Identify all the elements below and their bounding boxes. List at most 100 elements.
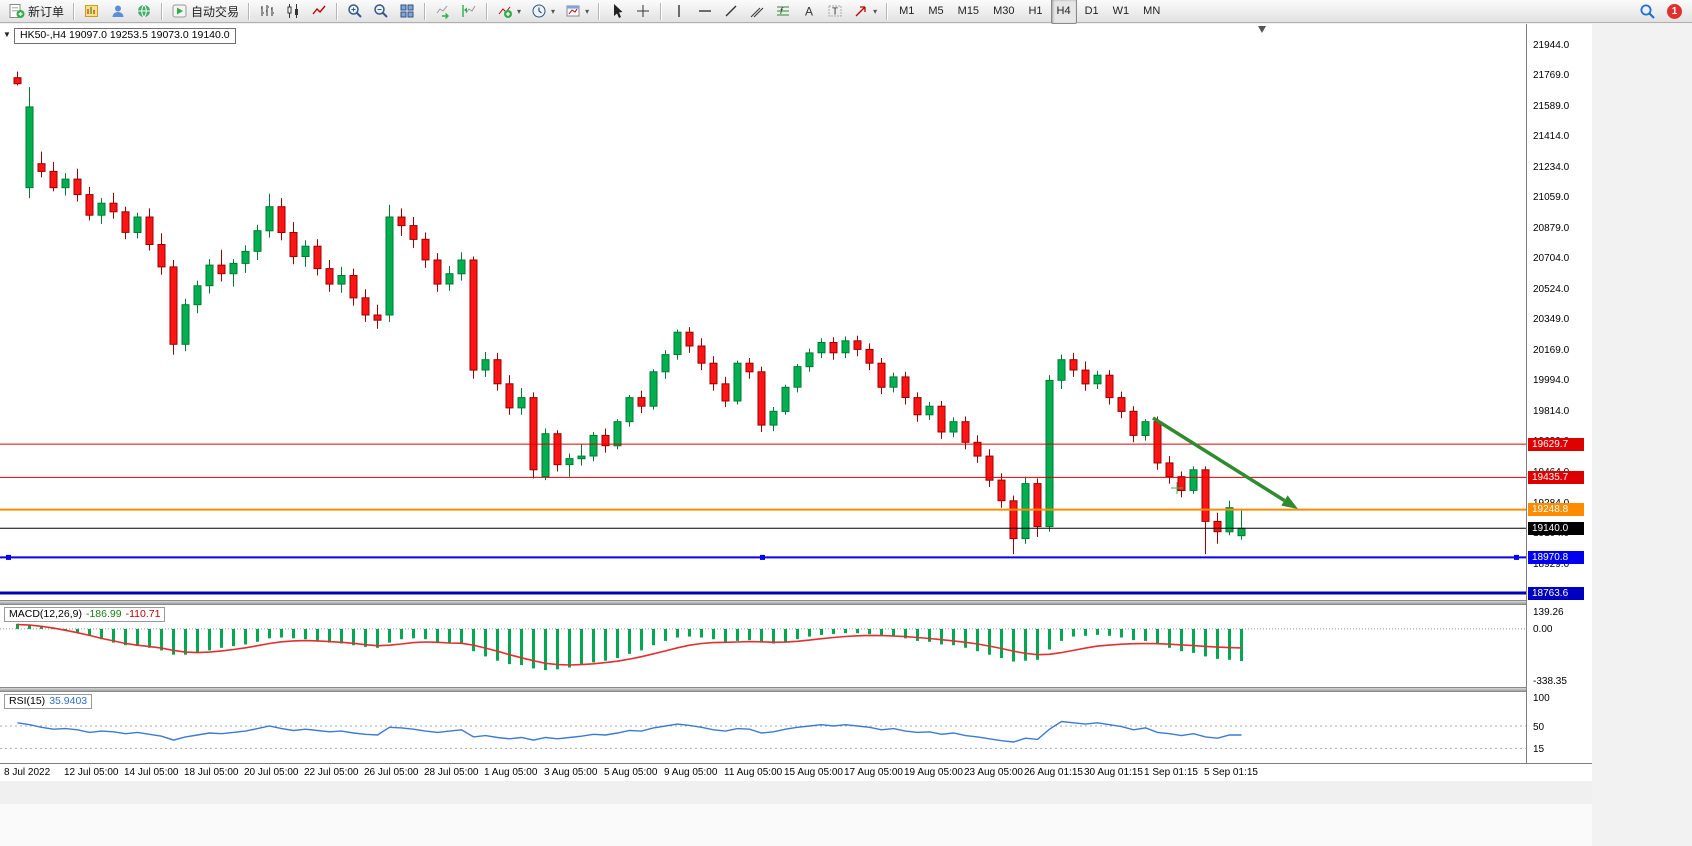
tf-d1-button-label: D1 [1084,5,1099,17]
toolbar-divider [73,2,76,20]
profiles-icon [110,3,126,19]
line-chart-button[interactable] [307,0,331,22]
tf-h4-button[interactable]: H4 [1050,0,1077,24]
svg-text:T: T [832,7,838,18]
price-scale[interactable]: 21944.0 21769.0 21589.0 21414.0 21234.0 21059… [1526,24,1592,763]
fibonacci-button[interactable]: f [771,0,795,22]
line-handle[interactable] [760,554,765,560]
rsi-axis-label: 100 [1533,693,1550,704]
time-label: 8 Jul 2022 [4,767,51,778]
price-tag-19248.8: 19248.8 [1528,503,1584,516]
time-label: 26 Aug 01:15 [1024,767,1083,778]
rsi-pane-divider[interactable] [0,687,1592,692]
market-watch-button[interactable] [132,0,156,22]
price-tick: 21059.0 [1533,192,1570,203]
crosshair-button[interactable] [631,0,655,22]
time-label: 1 Sep 01:15 [1144,767,1198,778]
tf-m1-button[interactable]: M1 [893,0,920,24]
trend-arrow[interactable] [1152,416,1298,509]
zoom-in-icon [347,3,363,19]
tf-d1-button[interactable]: D1 [1079,0,1105,24]
chevron-down-icon: ▾ [551,6,556,16]
tf-w1-button[interactable]: W1 [1107,0,1136,24]
horizontal-line-button[interactable] [693,0,717,22]
new-order-button-label: 新订单 [28,4,65,19]
time-label: 20 Jul 05:00 [244,767,299,778]
periods-button[interactable]: ▾ [527,0,559,22]
autotrading-button[interactable]: 自动交易 [168,0,243,22]
cross-marker[interactable] [1171,482,1183,494]
time-label: 11 Aug 05:00 [724,767,783,778]
horizontal-line-icon [697,3,713,19]
toolbar-divider [248,2,251,20]
time-label: 15 Aug 05:00 [784,767,843,778]
rsi-axis-label: 50 [1533,722,1545,733]
arrows-button[interactable]: ▾ [849,0,881,22]
tf-m15-button[interactable]: M15 [952,0,985,24]
svg-text:A: A [805,5,813,19]
indicators-icon [497,3,513,19]
rsi-pane[interactable] [0,692,1526,760]
macd-signal-value: -110.71 [125,608,161,620]
tf-m30-button[interactable]: M30 [987,0,1020,24]
macd-label: MACD(12,26,9) -186.99 -110.71 [4,607,166,622]
chart-title-box[interactable]: HK50-,H4 19097.0 19253.5 19073.0 19140.0 [14,28,236,44]
label-button[interactable]: T [823,0,847,22]
tile-windows-button[interactable] [395,0,419,22]
bar-chart-icon [259,3,275,19]
right-gutter [1592,24,1692,846]
text-button[interactable]: A [797,0,821,22]
toolbar-divider [598,2,601,20]
line-handle[interactable] [1514,554,1519,560]
time-scale[interactable]: 8 Jul 2022 12 Jul 05:00 14 Jul 05:00 18 Jul… [0,763,1592,781]
tf-w1-button-label: W1 [1112,5,1130,17]
crosshair-icon [635,3,651,19]
vertical-line-button[interactable] [667,0,691,22]
chart-shift-button[interactable] [457,0,481,22]
channel-icon [749,3,765,19]
line-handle[interactable] [6,554,11,560]
rsi-value: 35.9403 [49,695,88,707]
zoom-in-button[interactable] [343,0,367,22]
trendline-button[interactable] [719,0,743,22]
indicators-button[interactable]: ▾ [493,0,525,22]
new-chart-button[interactable] [80,0,104,22]
new-chart-icon [84,3,100,19]
price-tick: 21769.0 [1533,70,1570,81]
price-tick: 18929.0 [1533,559,1570,570]
toolbar-right: 1 [1634,0,1688,22]
new-order-button[interactable]: 新订单 [5,0,68,22]
new-order-icon [9,3,25,19]
cursor-button[interactable] [605,0,629,22]
auto-scroll-button[interactable] [431,0,455,22]
tf-m5-button[interactable]: M5 [922,0,949,24]
macd-pane[interactable] [0,605,1526,687]
time-label: 12 Jul 05:00 [64,767,119,778]
chart-window[interactable]: ▼ HK50-,H4 19097.0 19253.5 19073.0 19140… [0,24,1592,781]
chart-collapse-icon[interactable]: ▼ [3,30,11,39]
tf-h1-button[interactable]: H1 [1022,0,1048,24]
macd-pane-divider[interactable] [0,600,1592,605]
chart-shift-marker[interactable] [1258,26,1266,33]
tf-mn-button[interactable]: MN [1137,0,1166,24]
price-tick: 19994.0 [1533,375,1570,386]
price-tag-19629.7: 19629.7 [1528,438,1584,451]
notifications-badge[interactable]: 1 [1667,3,1682,19]
profiles-button[interactable] [106,0,130,22]
chart-title: HK50-,H4 19097.0 19253.5 19073.0 19140.0 [20,29,230,41]
template-icon [565,3,581,19]
macd-axis-label: 0.00 [1533,624,1553,635]
price-tick: 20879.0 [1533,223,1570,234]
zoom-out-button[interactable] [369,0,393,22]
channel-button[interactable] [745,0,769,22]
templates-button[interactable]: ▾ [561,0,593,22]
time-label: 18 Jul 05:00 [184,767,239,778]
time-label: 28 Jul 05:00 [424,767,479,778]
candlestick-chart-button[interactable] [281,0,305,22]
main-chart[interactable] [0,24,1526,600]
tf-m5-button-label: M5 [928,5,944,17]
autotrading-button-label: 自动交易 [191,4,240,19]
svg-text:f: f [780,6,784,16]
bar-chart-button[interactable] [255,0,279,22]
search-button[interactable] [1635,0,1660,22]
